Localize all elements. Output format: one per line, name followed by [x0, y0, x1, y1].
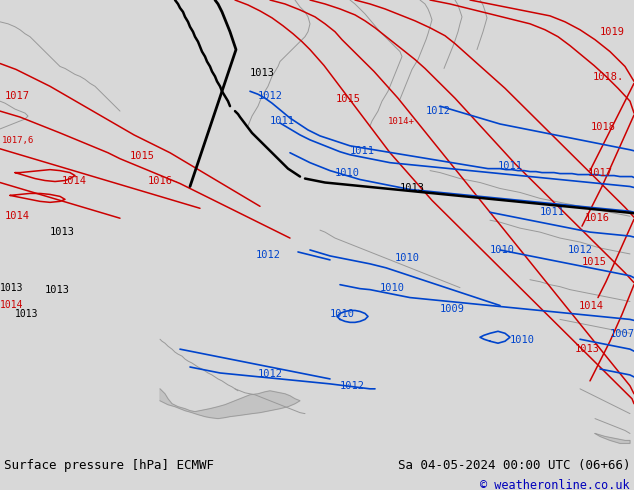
- Text: 1012: 1012: [256, 250, 281, 260]
- Text: 1018.: 1018.: [593, 73, 624, 82]
- Text: 1013: 1013: [250, 69, 275, 78]
- Text: 1018: 1018: [591, 122, 616, 132]
- Text: 1011: 1011: [270, 116, 295, 126]
- Text: 1012: 1012: [258, 369, 283, 379]
- Text: 1010: 1010: [490, 245, 515, 255]
- Text: 1012: 1012: [426, 106, 451, 116]
- Text: Sa 04-05-2024 00:00 UTC (06+66): Sa 04-05-2024 00:00 UTC (06+66): [398, 459, 630, 472]
- Text: © weatheronline.co.uk: © weatheronline.co.uk: [481, 479, 630, 490]
- Text: 1011: 1011: [540, 207, 565, 217]
- Text: 1010: 1010: [510, 335, 535, 345]
- Text: 1013: 1013: [50, 227, 75, 237]
- Text: 1013: 1013: [15, 310, 39, 319]
- Text: 1013: 1013: [0, 283, 23, 293]
- Text: 1013: 1013: [45, 285, 70, 294]
- Text: 1010: 1010: [395, 253, 420, 263]
- Text: 1012: 1012: [568, 245, 593, 255]
- Text: 1016: 1016: [585, 213, 610, 223]
- Text: 1009: 1009: [440, 304, 465, 315]
- Text: 1015: 1015: [130, 151, 155, 161]
- Text: 1014: 1014: [579, 300, 604, 311]
- Text: 1015: 1015: [582, 257, 607, 267]
- Text: 1011: 1011: [498, 161, 523, 171]
- Text: 1017: 1017: [5, 91, 30, 101]
- Text: 1010: 1010: [330, 310, 355, 319]
- Text: Surface pressure [hPa] ECMWF: Surface pressure [hPa] ECMWF: [4, 459, 214, 472]
- Text: 1014+: 1014+: [388, 117, 415, 125]
- Text: 1007: 1007: [610, 329, 634, 339]
- Text: 1014: 1014: [62, 175, 87, 186]
- Text: 1013: 1013: [575, 344, 600, 354]
- Text: 1013: 1013: [400, 183, 425, 194]
- Text: 1014: 1014: [0, 299, 23, 310]
- Text: 1016-: 1016-: [148, 175, 179, 186]
- Text: 1012: 1012: [258, 91, 283, 101]
- Text: 1015: 1015: [336, 94, 361, 104]
- Text: 1014: 1014: [5, 211, 30, 221]
- Text: 1012: 1012: [340, 381, 365, 391]
- Polygon shape: [595, 434, 630, 443]
- Text: 1017,6: 1017,6: [2, 136, 34, 146]
- Text: 1017: 1017: [588, 168, 613, 177]
- Text: 1019: 1019: [600, 27, 625, 37]
- Text: 1010: 1010: [380, 283, 405, 293]
- Polygon shape: [160, 389, 300, 418]
- Text: 1011: 1011: [350, 146, 375, 156]
- Text: 1010: 1010: [335, 168, 360, 177]
